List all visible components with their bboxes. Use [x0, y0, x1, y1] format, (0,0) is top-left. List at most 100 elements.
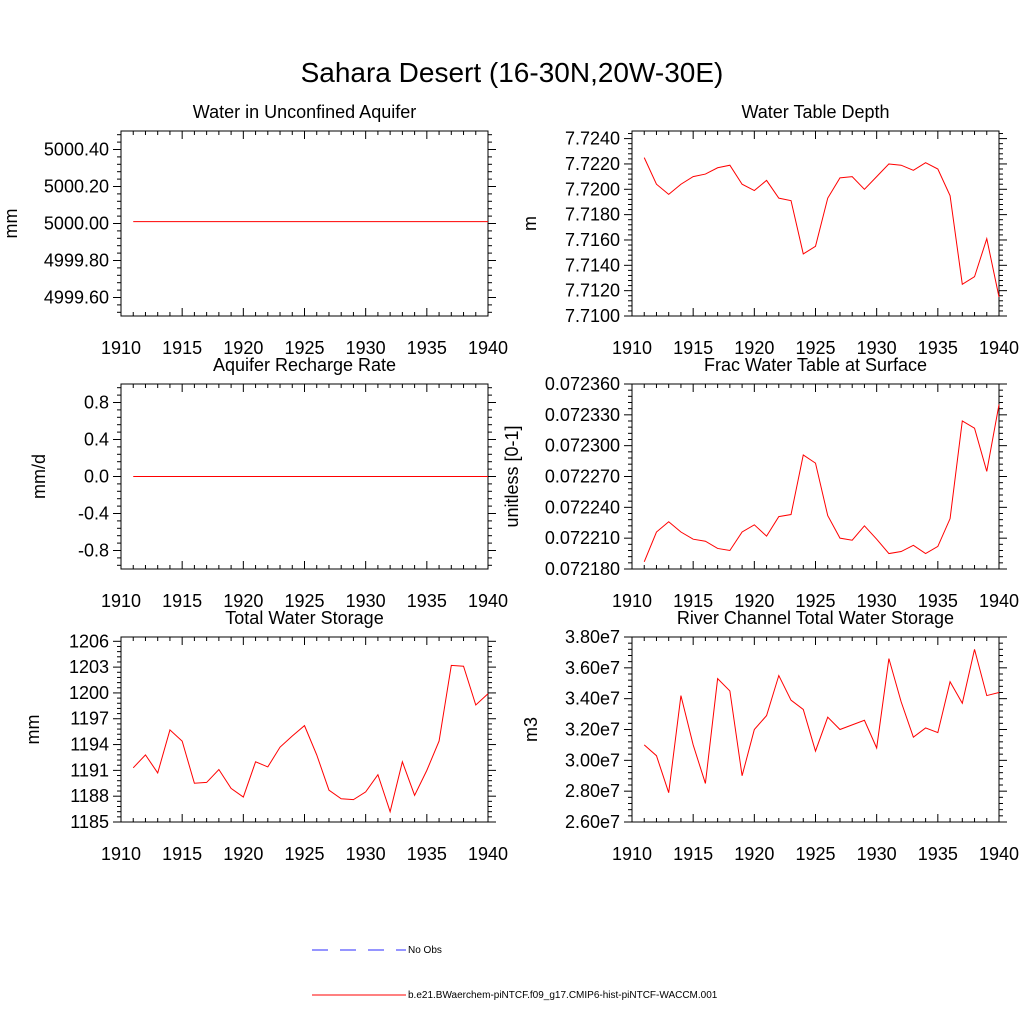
y-tick-label: 4999.60 [44, 288, 109, 308]
x-tick-label: 1940 [468, 338, 508, 358]
x-tick-label: 1915 [162, 338, 202, 358]
y-tick-label: 4999.80 [44, 251, 109, 271]
x-tick-label: 1915 [162, 844, 202, 864]
y-tick-label: 0.072360 [545, 374, 620, 394]
y-tick-label: 7.7200 [565, 179, 620, 199]
y-tick-label: 7.7220 [565, 154, 620, 174]
y-tick-label: 0.072270 [545, 467, 620, 487]
panel-title: River Channel Total Water Storage [677, 608, 954, 628]
series-line [132, 664, 489, 814]
x-tick-label: 1910 [612, 844, 652, 864]
y-tick-label: 1188 [70, 786, 109, 806]
figure-title: Sahara Desert (16-30N,20W-30E) [301, 57, 724, 88]
plot-frame [120, 130, 489, 317]
y-tick-label: 5000.20 [44, 177, 109, 197]
panel-6: River Channel Total Water Storage 1910 191… [521, 608, 1019, 864]
legend: No Obs b.e21.BWaerchem-piNTCF.f09_g17.CMI… [312, 945, 718, 1001]
y-tick-label: 7.7140 [565, 255, 620, 275]
x-tick-label: 1920 [223, 844, 263, 864]
x-tick-label: 1920 [223, 591, 263, 611]
y-tick-label: 3.60e7 [565, 658, 620, 678]
x-tick-label: 1935 [407, 591, 447, 611]
x-tick-label: 1920 [734, 338, 774, 358]
plot-frame [631, 636, 1000, 823]
legend-label: No Obs [408, 945, 442, 956]
y-tick-label: 1191 [70, 760, 109, 780]
x-tick-label: 1930 [857, 844, 897, 864]
panel-3: Aquifer Recharge Rate 1910 1915 1920 1925 193… [29, 355, 508, 611]
y-tick-label: 3.40e7 [565, 689, 620, 709]
x-tick-label: 1940 [979, 844, 1019, 864]
x-tick-label: 1935 [918, 591, 958, 611]
x-tick-label: 1925 [284, 338, 324, 358]
y-tick-label: 5000.00 [44, 214, 109, 234]
x-tick-label: 1940 [468, 591, 508, 611]
x-tick-label: 1910 [612, 591, 652, 611]
panel-2: Water Table Depth 1910 1915 1920 1925 1930 193… [520, 102, 1019, 358]
y-tick-label: 0.4 [84, 430, 109, 450]
y-tick-label: 0.072180 [545, 559, 620, 579]
panel-title: Total Water Storage [225, 608, 383, 628]
x-tick-label: 1925 [284, 591, 324, 611]
x-tick-label: 1930 [857, 591, 897, 611]
y-tick-label: 3.20e7 [565, 720, 620, 740]
x-tick-label: 1930 [857, 338, 897, 358]
x-tick-label: 1915 [673, 591, 713, 611]
x-tick-label: 1910 [101, 338, 141, 358]
x-tick-label: 1935 [407, 338, 447, 358]
panels: Water in Unconfined Aquifer 1910 1915 1920 1… [1, 102, 1019, 864]
x-tick-label: 1920 [734, 844, 774, 864]
y-axis-label: mm/d [29, 454, 49, 499]
y-axis-label: mm [1, 209, 21, 239]
y-tick-label: 1194 [70, 735, 109, 755]
x-tick-label: 1940 [468, 844, 508, 864]
y-tick-label: 2.80e7 [565, 781, 620, 801]
y-tick-label: 5000.40 [44, 140, 109, 160]
y-tick-label: 0.072300 [545, 436, 620, 456]
panel-title: Water Table Depth [741, 102, 889, 122]
y-tick-label: 0.072210 [545, 528, 620, 548]
series-line [643, 649, 1000, 793]
x-tick-label: 1940 [979, 338, 1019, 358]
x-tick-label: 1930 [346, 844, 386, 864]
y-tick-label: 0.8 [84, 393, 109, 413]
y-tick-label: 7.7240 [565, 129, 620, 149]
series-line [643, 404, 1000, 562]
y-tick-label: 7.7160 [565, 230, 620, 250]
y-tick-label: 1203 [69, 657, 109, 677]
panel-title: Water in Unconfined Aquifer [193, 102, 416, 122]
x-tick-label: 1930 [346, 338, 386, 358]
panel-title: Frac Water Table at Surface [704, 355, 927, 375]
y-tick-label: -0.8 [78, 541, 109, 561]
y-tick-label: 7.7120 [565, 281, 620, 301]
x-tick-label: 1935 [407, 844, 447, 864]
plot-frame [631, 130, 1000, 317]
y-tick-label: 3.00e7 [565, 750, 620, 770]
y-tick-label: 0.072240 [545, 497, 620, 517]
x-tick-label: 1915 [673, 338, 713, 358]
y-tick-label: 0.072330 [545, 405, 620, 425]
x-tick-label: 1910 [101, 591, 141, 611]
panel-5: Total Water Storage 1910 1915 1920 1925 1930 1… [23, 608, 508, 864]
x-tick-label: 1925 [795, 338, 835, 358]
y-tick-label: 7.7100 [565, 306, 620, 326]
y-axis-label: mm [23, 715, 43, 745]
panel-4: Frac Water Table at Surface 1910 1915 1920 1… [502, 355, 1019, 611]
x-tick-label: 1910 [612, 338, 652, 358]
y-tick-label: 1185 [70, 812, 109, 832]
x-tick-label: 1935 [918, 338, 958, 358]
y-tick-label: 2.60e7 [565, 812, 620, 832]
x-tick-label: 1935 [918, 844, 958, 864]
y-tick-label: 1200 [69, 683, 109, 703]
x-tick-label: 1910 [101, 844, 141, 864]
y-axis-label: unitless [0-1] [502, 425, 522, 527]
x-tick-label: 1915 [673, 844, 713, 864]
y-tick-label: 1206 [69, 631, 109, 651]
x-tick-label: 1925 [795, 844, 835, 864]
y-tick-label: 7.7180 [565, 205, 620, 225]
panel-1: Water in Unconfined Aquifer 1910 1915 1920 1… [1, 102, 508, 358]
y-tick-label: 3.80e7 [565, 627, 620, 647]
y-axis-label: m3 [521, 717, 541, 742]
x-tick-label: 1915 [162, 591, 202, 611]
